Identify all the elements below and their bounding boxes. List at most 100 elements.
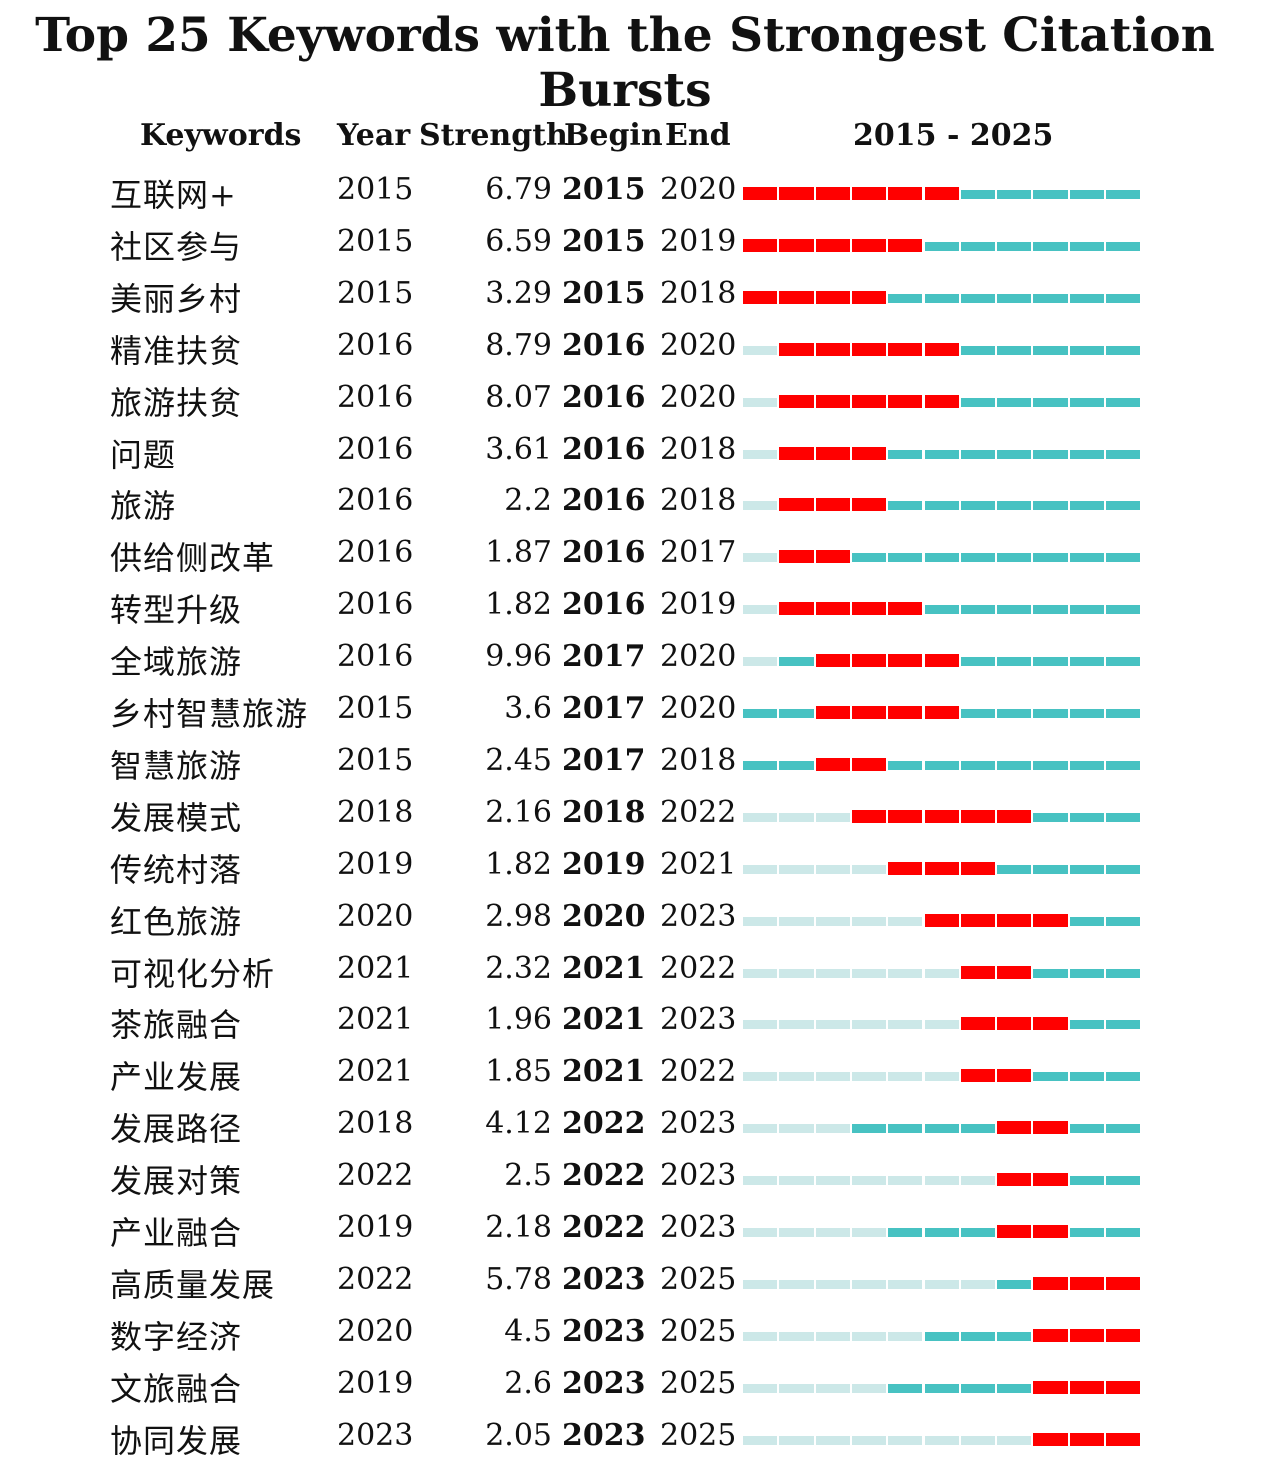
active-segment xyxy=(1069,501,1104,511)
inactive-segment xyxy=(743,501,778,511)
inactive-segment xyxy=(743,553,778,563)
year-value: 2015 xyxy=(337,172,414,207)
active-segment xyxy=(1106,241,1141,251)
active-segment xyxy=(1069,1124,1104,1134)
inactive-segment xyxy=(779,1383,814,1393)
end-value: 2022 xyxy=(660,1054,737,1090)
burst-segment xyxy=(779,602,814,616)
end-value: 2018 xyxy=(660,742,737,778)
begin-value: 2023 xyxy=(562,1417,646,1453)
strength-value: 2.2 xyxy=(504,483,552,519)
begin-value: 2016 xyxy=(562,587,646,623)
keyword-label: 发展路径 xyxy=(110,1110,243,1149)
table-row: 数字经济 2020 4.5 2023 2025 xyxy=(0,1312,1268,1362)
begin-value: 2020 xyxy=(562,898,646,934)
year-value: 2018 xyxy=(337,794,414,830)
burst-segment xyxy=(924,654,959,668)
table-row: 旅游 2016 2.2 2016 2018 xyxy=(0,481,1268,531)
inactive-segment xyxy=(997,1435,1032,1445)
burst-segment xyxy=(851,602,887,616)
burst-segment xyxy=(997,1173,1032,1187)
burst-segment xyxy=(1069,1276,1104,1290)
year-value: 2015 xyxy=(337,742,414,778)
active-segment xyxy=(1106,812,1141,822)
end-value: 2017 xyxy=(660,535,737,571)
active-segment xyxy=(1069,449,1104,459)
end-value: 2020 xyxy=(660,327,737,363)
keyword-label: 供给侧改革 xyxy=(110,539,276,578)
end-value: 2020 xyxy=(660,691,737,726)
active-segment xyxy=(960,449,996,459)
inactive-segment xyxy=(779,1124,814,1134)
strength-value: 3.29 xyxy=(485,275,552,311)
active-segment xyxy=(1106,397,1141,407)
inactive-segment xyxy=(888,1331,923,1341)
burst-segment xyxy=(815,446,850,460)
burst-segment xyxy=(997,965,1032,979)
active-segment xyxy=(960,1124,996,1134)
strength-value: 1.85 xyxy=(485,1054,552,1090)
burst-segment xyxy=(888,861,923,875)
active-segment xyxy=(1106,190,1141,199)
active-segment xyxy=(960,241,996,251)
inactive-segment xyxy=(779,1072,814,1082)
active-segment xyxy=(960,657,996,667)
inactive-segment xyxy=(815,1331,850,1341)
active-segment xyxy=(997,345,1032,355)
inactive-segment xyxy=(779,1176,814,1186)
table-row: 发展模式 2018 2.16 2018 2022 xyxy=(0,793,1268,843)
keyword-label: 发展模式 xyxy=(110,798,243,837)
table-row: 文旅融合 2019 2.6 2023 2025 xyxy=(0,1364,1268,1414)
table-row: 传统村落 2019 1.82 2019 2021 xyxy=(0,845,1268,895)
inactive-segment xyxy=(779,1279,814,1289)
active-segment xyxy=(960,553,996,563)
burst-segment xyxy=(815,706,850,719)
active-segment xyxy=(924,605,959,615)
burst-segment xyxy=(997,913,1032,927)
burst-segment xyxy=(815,187,850,200)
year-value: 2016 xyxy=(337,483,414,519)
year-value: 2020 xyxy=(337,1313,414,1349)
begin-value: 2015 xyxy=(562,223,646,259)
burst-segment xyxy=(743,290,778,304)
active-segment xyxy=(1033,864,1068,874)
active-segment xyxy=(924,1228,959,1237)
active-segment xyxy=(960,760,996,770)
table-row: 转型升级 2016 1.82 2016 2019 xyxy=(0,585,1268,635)
year-value: 2019 xyxy=(337,1210,414,1245)
begin-value: 2016 xyxy=(562,431,646,467)
begin-value: 2022 xyxy=(562,1106,646,1142)
year-value: 2015 xyxy=(337,691,414,726)
begin-value: 2015 xyxy=(562,172,646,207)
inactive-segment xyxy=(779,1020,814,1030)
burst-segment xyxy=(997,1225,1032,1238)
year-value: 2022 xyxy=(337,1158,414,1194)
active-segment xyxy=(997,709,1032,718)
active-segment xyxy=(1033,812,1068,822)
active-segment xyxy=(960,501,996,511)
active-segment xyxy=(960,1228,996,1237)
active-segment xyxy=(1033,709,1068,718)
active-segment xyxy=(1069,709,1104,718)
inactive-segment xyxy=(960,1176,996,1186)
active-segment xyxy=(1106,1124,1141,1134)
end-value: 2018 xyxy=(660,431,737,467)
active-segment xyxy=(997,605,1032,615)
strength-value: 2.32 xyxy=(485,950,552,986)
inactive-segment xyxy=(815,864,850,874)
strength-value: 2.98 xyxy=(485,898,552,934)
inactive-segment xyxy=(851,916,887,926)
header-begin: Begin xyxy=(564,118,663,153)
year-value: 2016 xyxy=(337,587,414,623)
inactive-segment xyxy=(815,1383,850,1393)
active-segment xyxy=(1069,760,1104,770)
begin-value: 2023 xyxy=(562,1261,646,1297)
active-segment xyxy=(1106,864,1141,874)
keyword-label: 全域旅游 xyxy=(110,643,243,682)
strength-value: 3.61 xyxy=(485,431,552,467)
table-row: 产业融合 2019 2.18 2022 2023 xyxy=(0,1208,1268,1258)
active-segment xyxy=(1069,397,1104,407)
active-segment xyxy=(1106,709,1141,718)
strength-value: 6.79 xyxy=(485,172,552,207)
